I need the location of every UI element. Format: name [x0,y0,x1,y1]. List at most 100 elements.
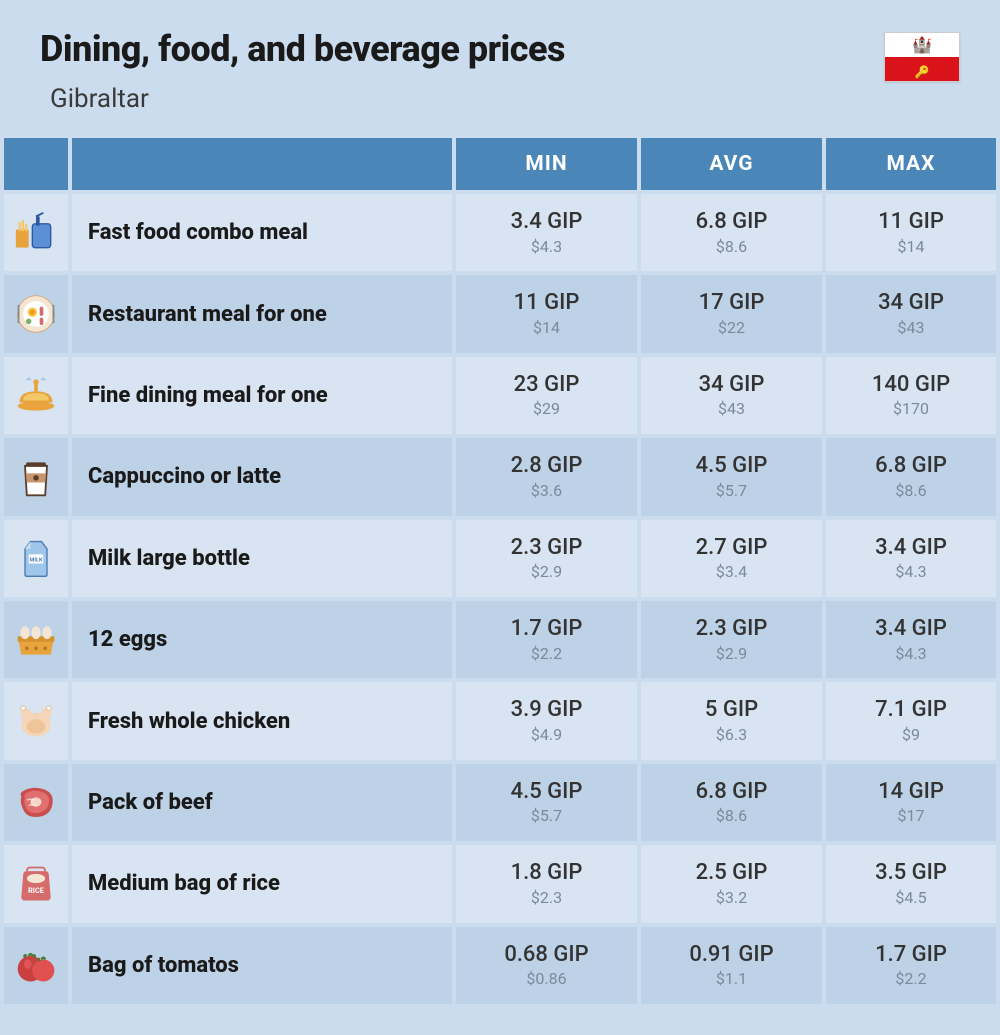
price-usd: $2.2 [464,644,629,665]
price-max: 3.5 GIP$4.5 [826,845,996,922]
price-local: 3.4 GIP [834,615,988,644]
svg-text:RICE: RICE [28,886,44,895]
price-min: 0.68 GIP$0.86 [456,927,637,1004]
price-usd: $3.6 [464,481,629,502]
price-local: 34 GIP [834,289,988,318]
price-local: 14 GIP [834,778,988,807]
price-min: 11 GIP$14 [456,275,637,352]
price-local: 7.1 GIP [834,696,988,725]
price-max: 7.1 GIP$9 [826,682,996,759]
price-usd: $43 [649,399,814,420]
price-min: 2.8 GIP$3.6 [456,438,637,515]
price-usd: $4.3 [834,562,988,583]
fine-dining-icon [4,357,68,434]
price-local: 6.8 GIP [834,452,988,481]
row-label: Fine dining meal for one [72,357,452,434]
col-avg: AVG [641,138,822,190]
price-usd: $22 [649,318,814,339]
price-usd: $4.3 [464,237,629,258]
price-local: 34 GIP [649,371,814,400]
row-label: Pack of beef [72,764,452,841]
price-local: 0.68 GIP [464,941,629,970]
price-max: 140 GIP$170 [826,357,996,434]
price-max: 14 GIP$17 [826,764,996,841]
price-local: 3.4 GIP [464,208,629,237]
price-usd: $43 [834,318,988,339]
price-avg: 0.91 GIP$1.1 [641,927,822,1004]
row-label: 12 eggs [72,601,452,678]
price-local: 3.5 GIP [834,859,988,888]
price-local: 1.8 GIP [464,859,629,888]
price-min: 1.7 GIP$2.2 [456,601,637,678]
price-avg: 34 GIP$43 [641,357,822,434]
table-row: MILKMilk large bottle2.3 GIP$2.92.7 GIP$… [4,520,996,597]
fast-food-icon [4,194,68,271]
page-subtitle: Gibraltar [50,84,884,114]
price-max: 34 GIP$43 [826,275,996,352]
price-usd: $14 [464,318,629,339]
price-avg: 2.7 GIP$3.4 [641,520,822,597]
price-local: 1.7 GIP [834,941,988,970]
price-usd: $4.5 [834,888,988,909]
price-max: 3.4 GIP$4.3 [826,601,996,678]
table-row: Restaurant meal for one11 GIP$14 17 GIP$2… [4,275,996,352]
restaurant-meal-icon [4,275,68,352]
price-min: 1.8 GIP$2.3 [456,845,637,922]
price-local: 6.8 GIP [649,778,814,807]
chicken-icon [4,682,68,759]
price-min: 3.9 GIP$4.9 [456,682,637,759]
price-usd: $1.1 [649,969,814,990]
price-min: 2.3 GIP$2.9 [456,520,637,597]
price-local: 5 GIP [649,696,814,725]
price-local: 1.7 GIP [464,615,629,644]
rice-icon: RICE [4,845,68,922]
row-label: Cappuccino or latte [72,438,452,515]
price-local: 2.3 GIP [649,615,814,644]
table-row: Cappuccino or latte2.8 GIP$3.64.5 GIP$5.… [4,438,996,515]
coffee-icon [4,438,68,515]
price-local: 23 GIP [464,371,629,400]
price-avg: 6.8 GIP$8.6 [641,764,822,841]
price-avg: 5 GIP$6.3 [641,682,822,759]
table-row: 12 eggs1.7 GIP$2.22.3 GIP$2.93.4 GIP$4.3 [4,601,996,678]
price-local: 2.3 GIP [464,534,629,563]
price-usd: $4.3 [834,644,988,665]
col-max: MAX [826,138,996,190]
price-local: 4.5 GIP [464,778,629,807]
price-min: 23 GIP$29 [456,357,637,434]
price-usd: $5.7 [649,481,814,502]
price-usd: $9 [834,725,988,746]
row-label: Fresh whole chicken [72,682,452,759]
price-max: 3.4 GIP$4.3 [826,520,996,597]
row-label: Restaurant meal for one [72,275,452,352]
table-row: Fast food combo meal3.4 GIP$4.36.8 GIP$8… [4,194,996,271]
price-usd: $2.3 [464,888,629,909]
row-label: Fast food combo meal [72,194,452,271]
price-min: 3.4 GIP$4.3 [456,194,637,271]
price-max: 1.7 GIP$2.2 [826,927,996,1004]
header: Dining, food, and beverage prices Gibral… [0,0,1000,134]
price-usd: $14 [834,237,988,258]
row-label: Medium bag of rice [72,845,452,922]
price-usd: $17 [834,806,988,827]
row-label: Milk large bottle [72,520,452,597]
price-local: 17 GIP [649,289,814,318]
table-row: Bag of tomatos0.68 GIP$0.860.91 GIP$1.11… [4,927,996,1004]
price-usd: $8.6 [834,481,988,502]
price-local: 6.8 GIP [649,208,814,237]
gibraltar-flag-icon: 🏰 🔑 [884,32,960,82]
tomato-icon [4,927,68,1004]
price-table-infographic: Dining, food, and beverage prices Gibral… [0,0,1000,1008]
price-usd: $29 [464,399,629,420]
page-title: Dining, food, and beverage prices [40,28,884,70]
table-row: Pack of beef4.5 GIP$5.76.8 GIP$8.614 GIP… [4,764,996,841]
price-avg: 2.3 GIP$2.9 [641,601,822,678]
col-min: MIN [456,138,637,190]
row-label: Bag of tomatos [72,927,452,1004]
table-header-row: MIN AVG MAX [4,138,996,190]
price-table: MIN AVG MAX Fast food combo meal3.4 GIP$… [0,134,1000,1008]
table-row: Fine dining meal for one23 GIP$2934 GIP$… [4,357,996,434]
price-usd: $170 [834,399,988,420]
price-usd: $4.9 [464,725,629,746]
price-local: 140 GIP [834,371,988,400]
